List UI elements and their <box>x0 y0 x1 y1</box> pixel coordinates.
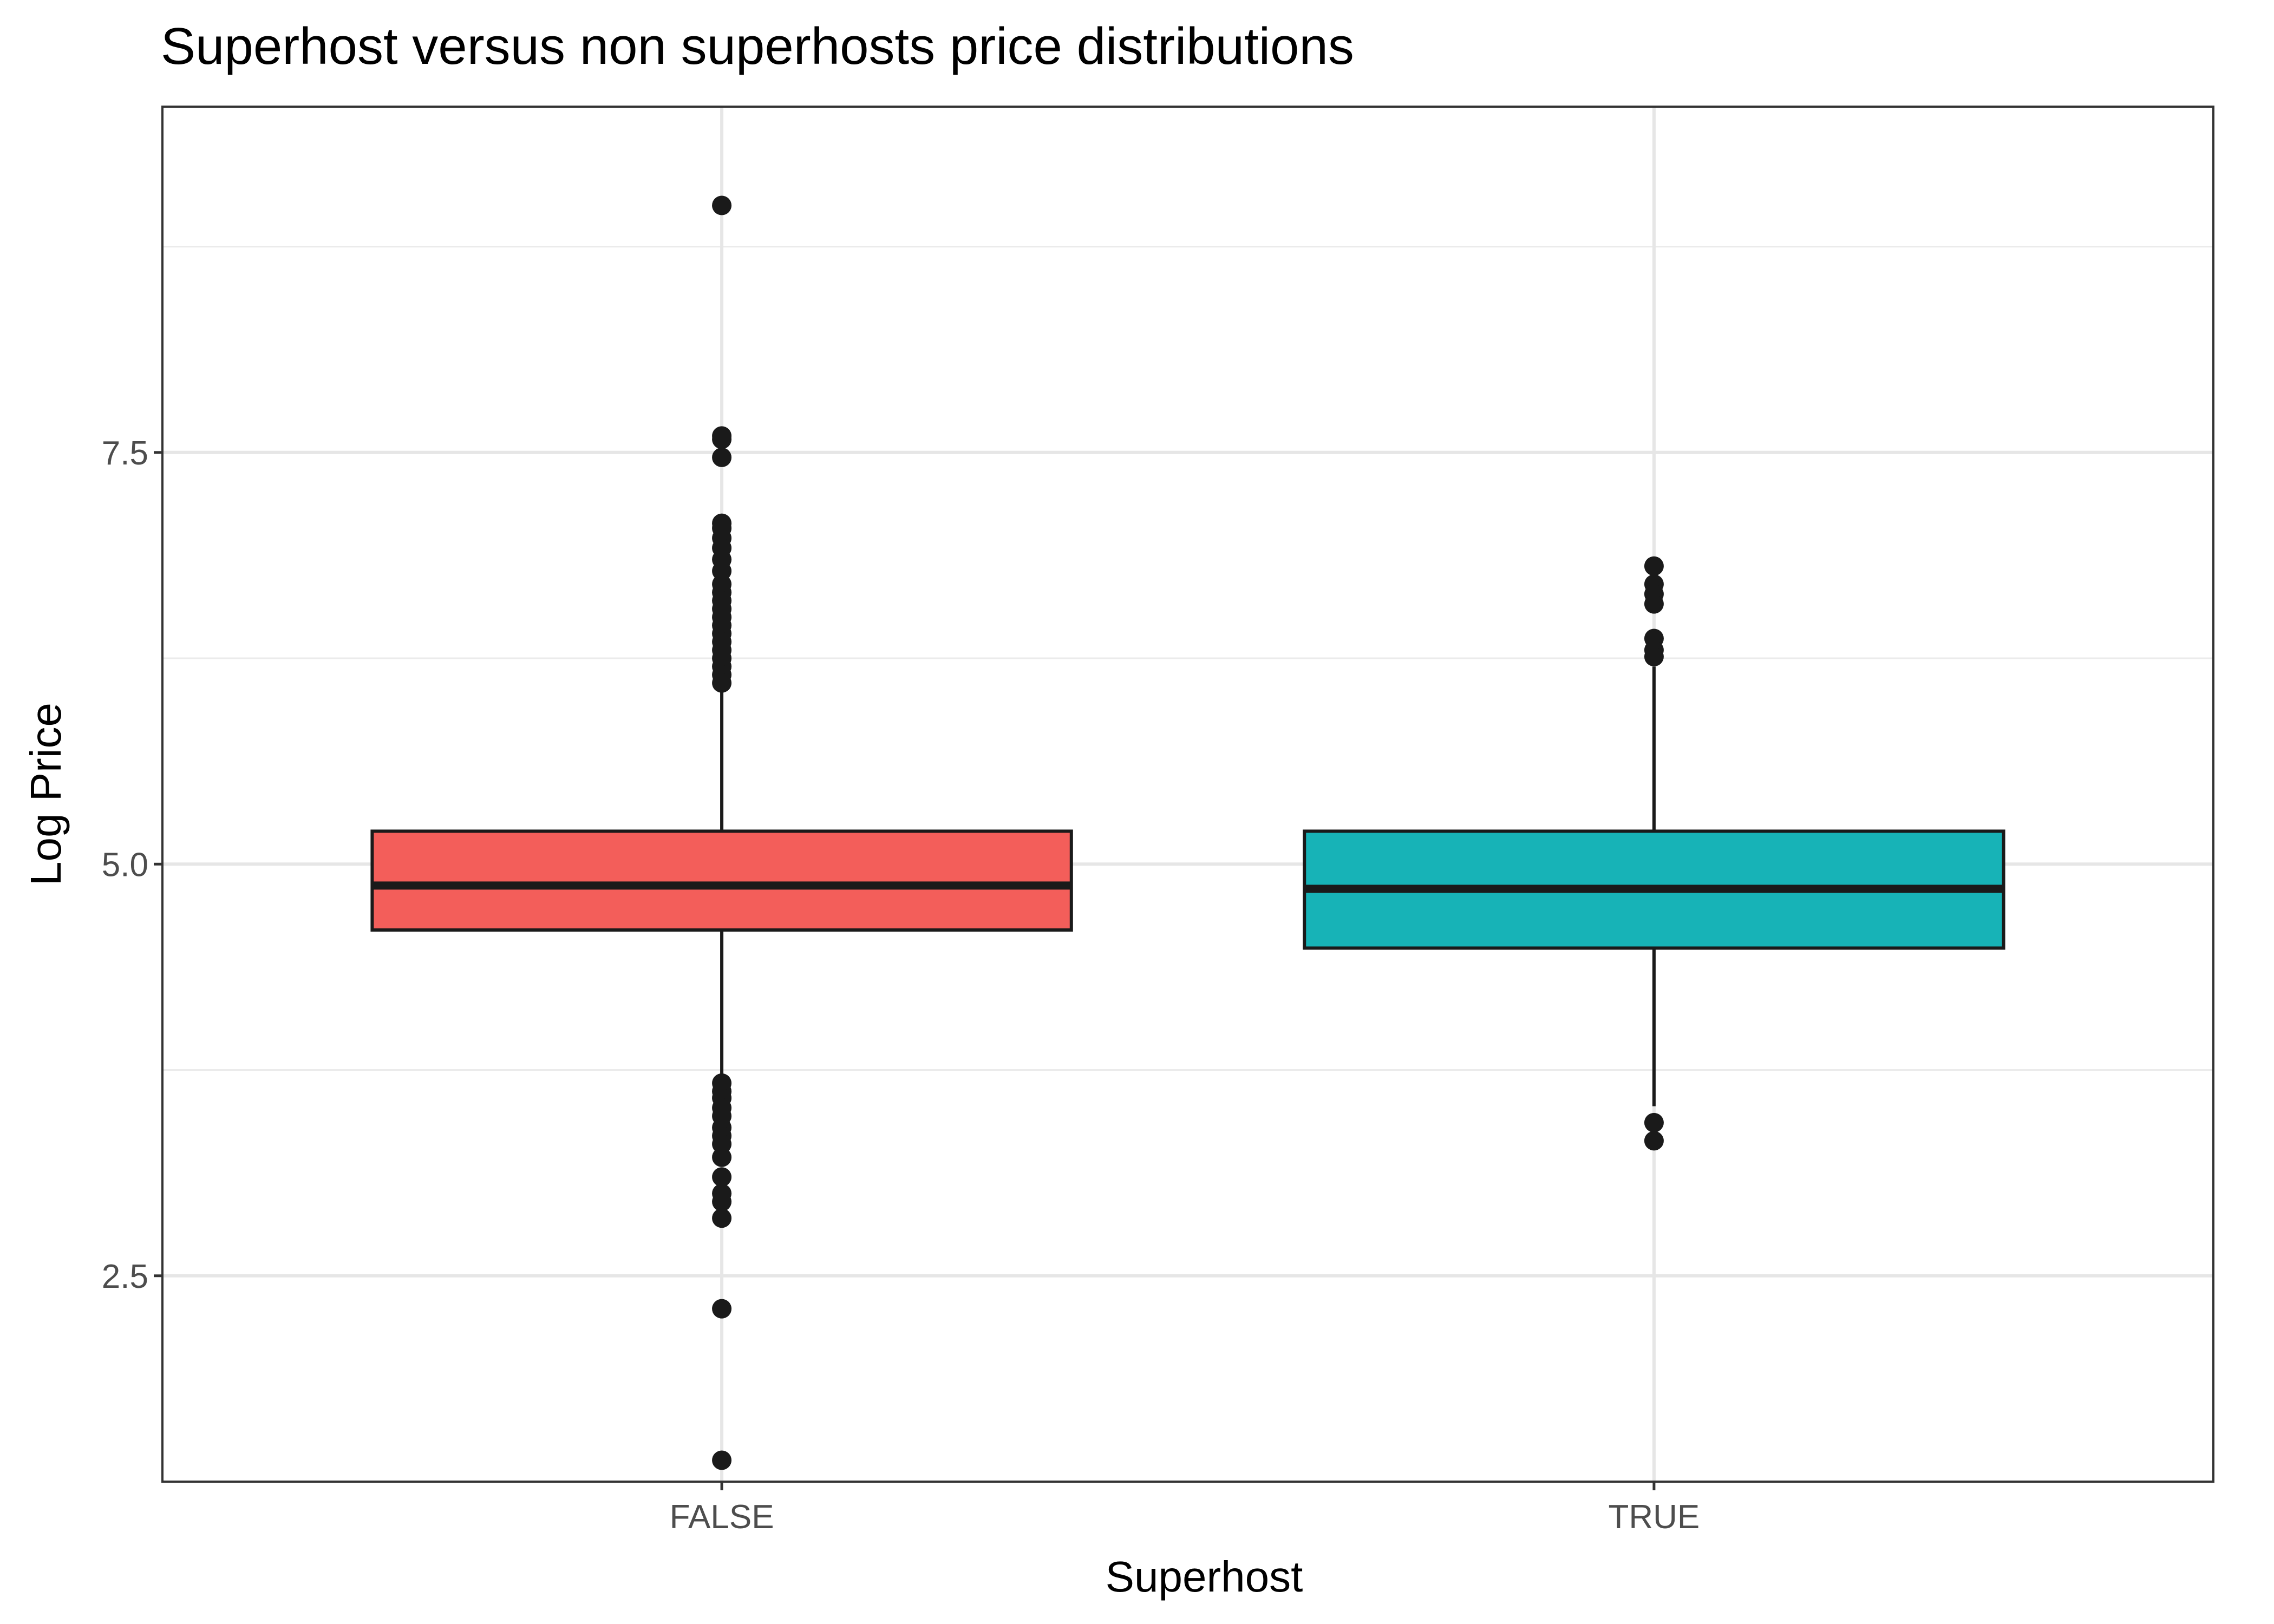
y-tick-label: 5.0 <box>102 846 148 883</box>
outlier-point <box>1644 594 1664 614</box>
y-tick-label: 7.5 <box>102 435 148 472</box>
outlier-point <box>1644 1131 1664 1151</box>
x-tick-label: TRUE <box>1609 1498 1700 1536</box>
outlier-point <box>712 429 732 449</box>
outlier-point <box>712 447 732 467</box>
outlier-point <box>1644 556 1664 576</box>
box-iqr <box>370 829 1073 932</box>
outlier-point <box>712 673 732 693</box>
outlier-point <box>712 1191 732 1212</box>
chart-title: Superhost versus non superhosts price di… <box>161 17 1354 75</box>
outlier-point <box>1644 1112 1664 1132</box>
y-tick-label: 2.5 <box>102 1258 148 1295</box>
outlier-point <box>712 1167 732 1187</box>
box-series <box>370 195 2005 1470</box>
y-axis: 2.5 5.0 7.5 <box>102 435 162 1295</box>
outlier-point <box>1644 647 1664 666</box>
x-axis-title: Superhost <box>1106 1553 1303 1601</box>
x-tick-label: FALSE <box>670 1498 774 1536</box>
outlier-point <box>712 1147 732 1167</box>
box-false <box>370 195 1073 1470</box>
outlier-point <box>712 1208 732 1228</box>
plot-panel-border <box>161 106 2214 1483</box>
outlier-point <box>712 1450 732 1470</box>
y-axis-title: Log Price <box>22 703 70 886</box>
outlier-point <box>712 195 732 215</box>
box-true <box>1303 556 2005 1151</box>
x-axis: FALSE TRUE <box>670 1482 1700 1536</box>
outlier-point <box>712 1299 732 1319</box>
